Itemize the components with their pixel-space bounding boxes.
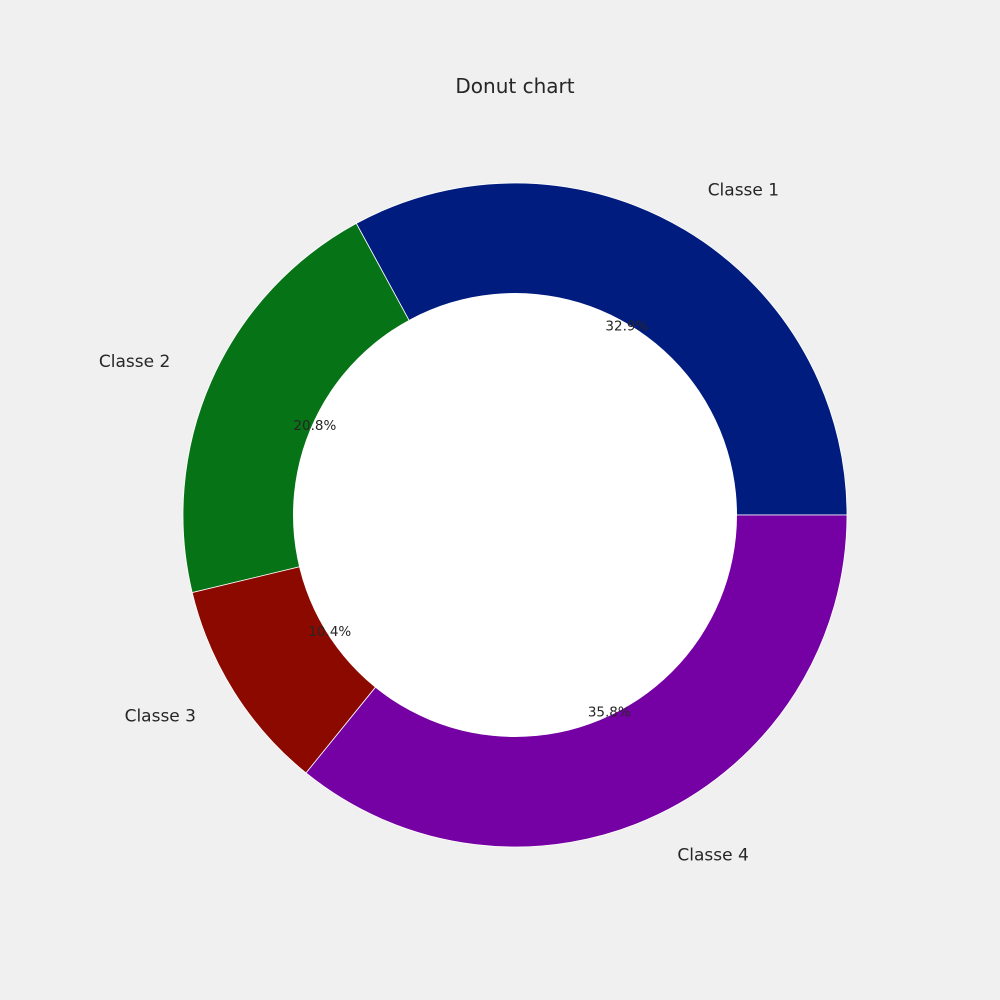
slice-label-2: Classe 2 [99, 352, 170, 372]
percent-label-3: 10.4% [308, 624, 351, 640]
percent-label-1: 32.9% [605, 319, 648, 335]
slice-label-4: Classe 4 [677, 845, 748, 865]
slice-label-1: Classe 1 [708, 181, 779, 201]
slice-labels: Classe 1 32.9% Classe 2 20.8% Classe 3 10.4% C… [99, 181, 779, 866]
slice-label-3: Classe 3 [125, 706, 196, 726]
percent-label-2: 20.8% [293, 418, 336, 434]
percent-label-4: 35.8% [588, 705, 631, 721]
chart-title: Donut chart [455, 74, 574, 98]
donut-hole [293, 293, 737, 737]
